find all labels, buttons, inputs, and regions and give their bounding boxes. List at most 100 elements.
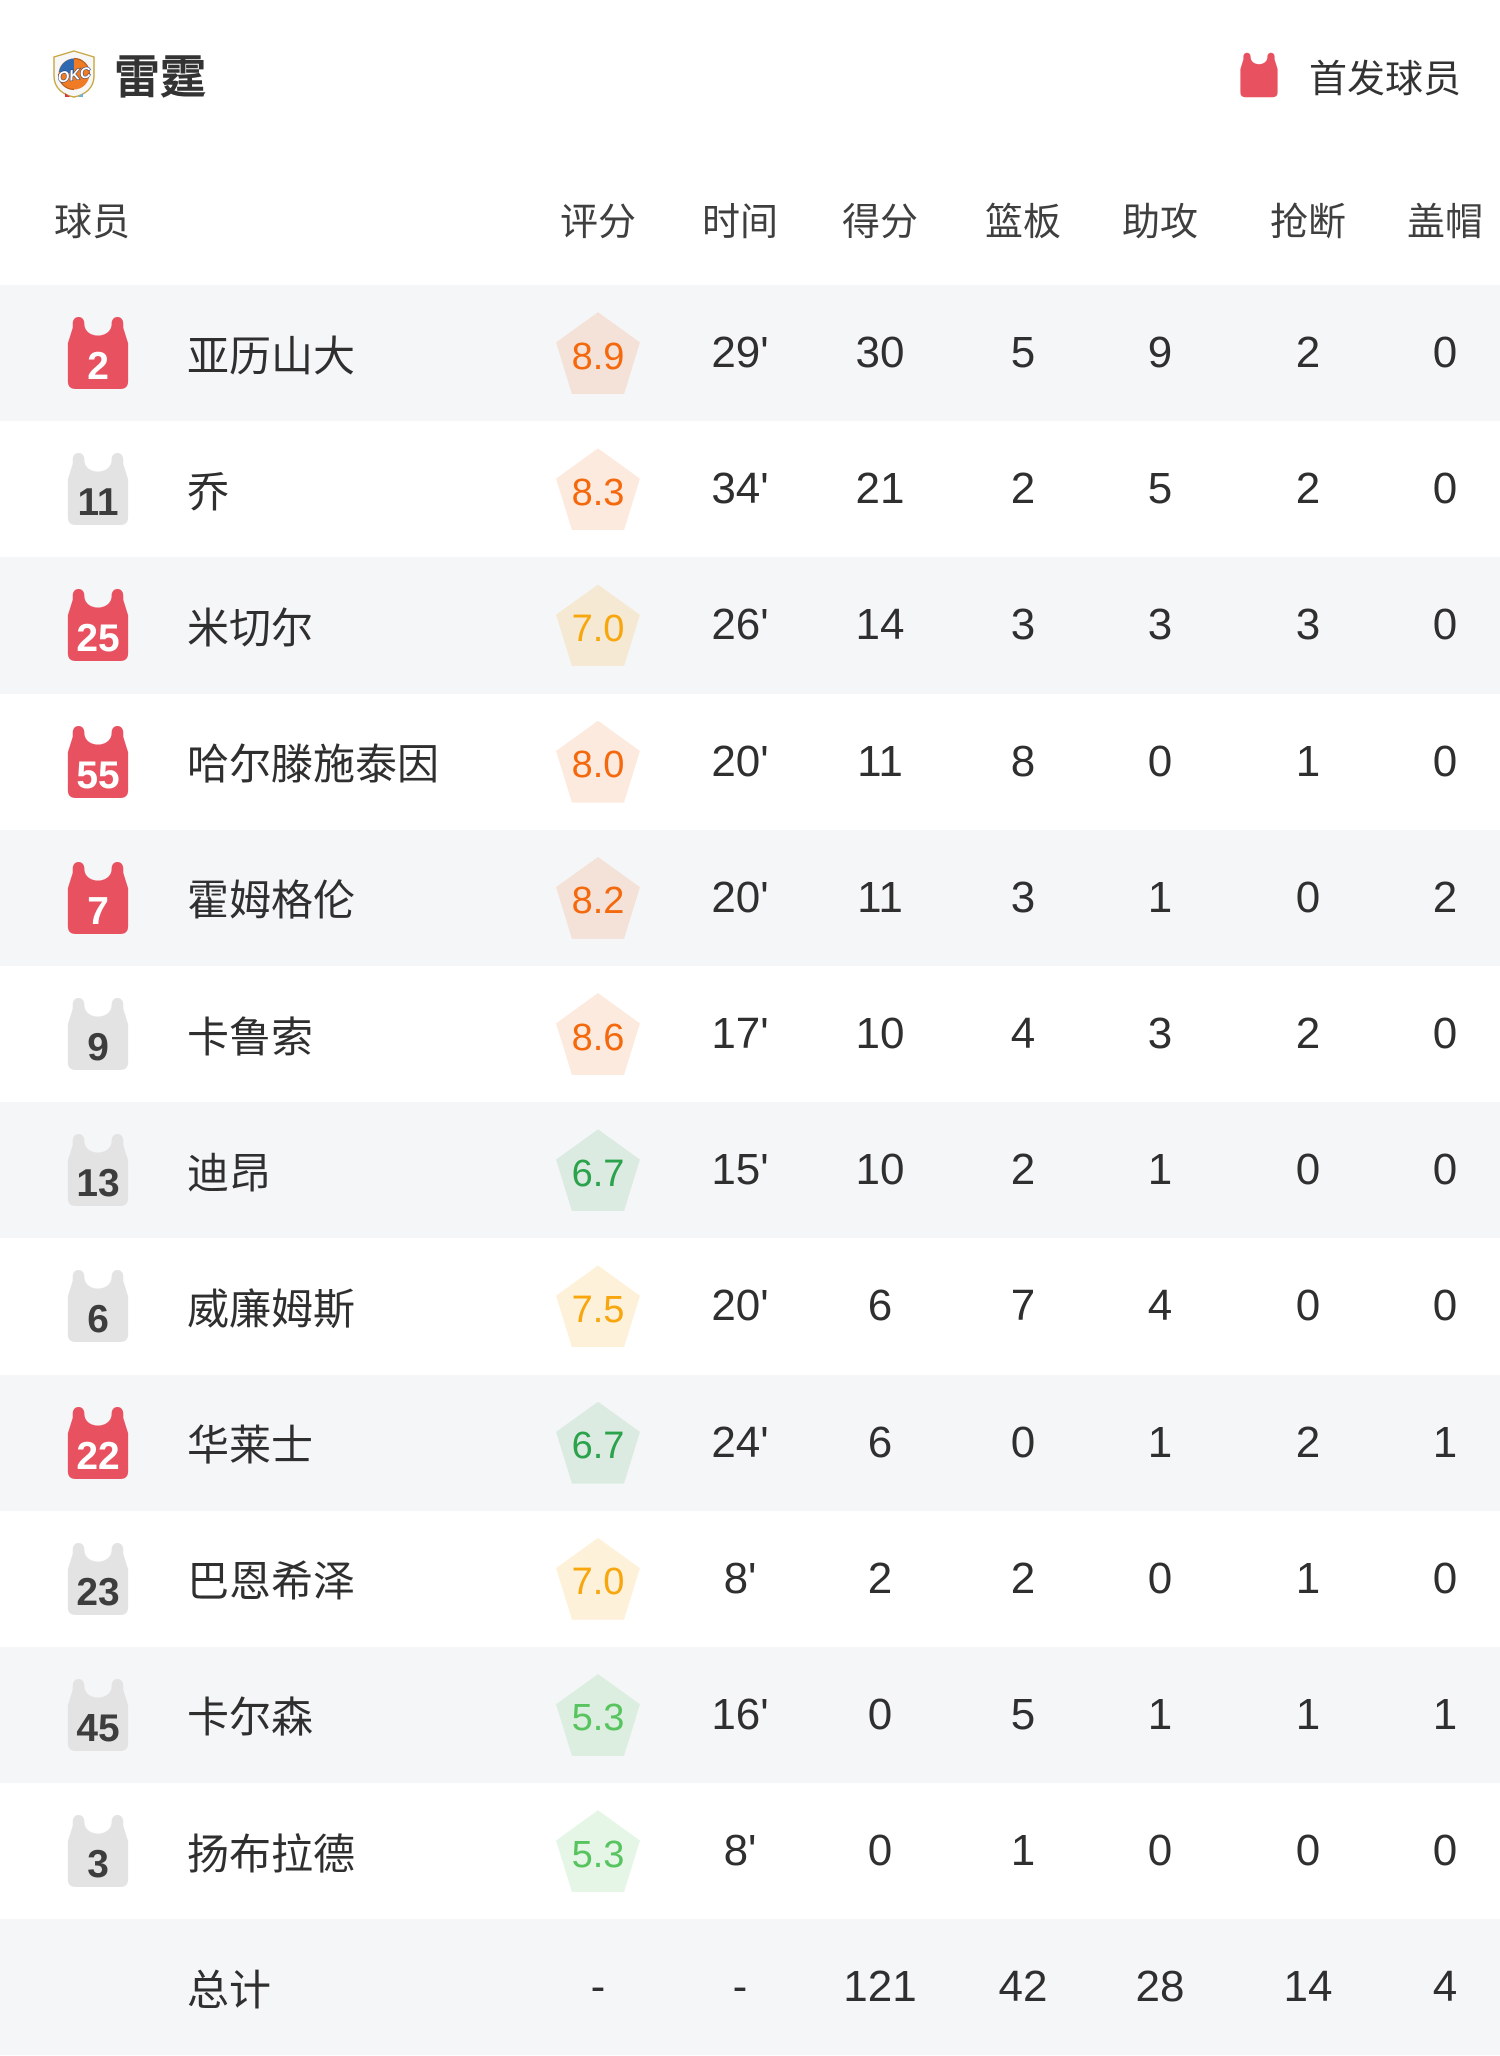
table-row[interactable]: 6 威廉姆斯 7.5 20' 6 7 4 0 0 <box>0 1238 1500 1375</box>
rating-value: 5.3 <box>571 1697 625 1740</box>
rating-badge: 8.3 <box>556 448 640 531</box>
svg-text:11: 11 <box>77 482 118 525</box>
steals-cell: 0 <box>1295 1145 1321 1195</box>
steals-cell: 2 <box>1295 328 1321 378</box>
table-row[interactable]: 7 霍姆格伦 8.2 20' 11 3 1 0 2 <box>0 829 1500 966</box>
blocks-cell: 0 <box>1432 1009 1458 1059</box>
blocks-cell: 0 <box>1432 736 1458 786</box>
assists-cell: 3 <box>1147 600 1173 650</box>
time-cell: 15' <box>711 1145 769 1195</box>
blocks-cell: 0 <box>1432 1145 1458 1195</box>
steals-cell: 0 <box>1295 872 1321 922</box>
steals-cell: 1 <box>1295 1553 1321 1603</box>
svg-text:25: 25 <box>76 618 119 661</box>
points-cell: 11 <box>857 736 903 786</box>
column-assists: 助攻 <box>1121 201 1198 244</box>
svg-text:6: 6 <box>87 1299 109 1342</box>
rebounds-cell: 2 <box>1010 1145 1036 1195</box>
rating-value: 7.0 <box>571 1561 625 1604</box>
points-cell: 10 <box>855 1145 905 1195</box>
time-cell: 17' <box>711 1009 769 1059</box>
player-name: 霍姆格伦 <box>187 877 356 925</box>
points-cell: 14 <box>855 600 905 650</box>
assists-cell: 0 <box>1147 1826 1173 1876</box>
svg-text:45: 45 <box>76 1707 119 1750</box>
steals-cell: 1 <box>1295 1689 1321 1739</box>
column-rating: 评分 <box>559 201 636 244</box>
total-row: 总计 - - 121 42 28 14 4 <box>0 1919 1500 2056</box>
jersey-icon: 25 <box>63 586 133 664</box>
rating-value: 6.7 <box>571 1425 625 1468</box>
player-name: 亚历山大 <box>187 332 356 380</box>
rating-badge: 8.2 <box>556 856 640 939</box>
svg-text:9: 9 <box>87 1026 109 1069</box>
table-row[interactable]: 25 米切尔 7.0 26' 14 3 3 3 0 <box>0 557 1500 694</box>
blocks-cell: 1 <box>1432 1689 1458 1739</box>
time-cell: 8' <box>723 1553 757 1603</box>
steals-cell: 2 <box>1295 1009 1321 1059</box>
rebounds-cell: 0 <box>1010 1417 1036 1467</box>
rating-value: 6.7 <box>571 1152 625 1195</box>
rating-badge: 5.3 <box>556 1810 640 1893</box>
assists-cell: 0 <box>1147 1553 1173 1603</box>
rebounds-cell: 4 <box>1010 1009 1036 1059</box>
points-cell: 10 <box>855 1009 905 1059</box>
blocks-cell: 1 <box>1432 1417 1458 1467</box>
time-cell: 34' <box>711 464 769 514</box>
points-cell: 0 <box>867 1826 893 1876</box>
points-cell: 6 <box>867 1417 893 1467</box>
table-body: 2 亚历山大 8.9 29' 30 5 9 2 0 11 乔 8.3 <box>0 285 1500 2056</box>
time-cell: 20' <box>711 872 769 922</box>
column-player: 球员 <box>54 201 131 244</box>
rebounds-cell: 2 <box>1010 464 1036 514</box>
jersey-icon: 55 <box>63 723 133 801</box>
steals-cell: 0 <box>1295 1826 1321 1876</box>
rating-value: 8.6 <box>571 1016 625 1059</box>
starter-legend: 首发球员 <box>1237 50 1461 101</box>
svg-text:3: 3 <box>87 1843 109 1886</box>
total-rebounds-cell: 42 <box>998 1962 1048 2012</box>
rating-value: 8.3 <box>571 471 625 514</box>
total-assists-cell: 28 <box>1135 1962 1185 2012</box>
jersey-icon: 13 <box>63 1131 133 1209</box>
table-row[interactable]: 9 卡鲁索 8.6 17' 10 4 3 2 0 <box>0 965 1500 1103</box>
rating-value: 5.3 <box>571 1833 625 1876</box>
player-name: 巴恩希泽 <box>187 1558 356 1606</box>
points-cell: 0 <box>867 1689 893 1739</box>
assists-cell: 9 <box>1147 328 1173 378</box>
svg-text:23: 23 <box>76 1571 119 1614</box>
player-name: 威廉姆斯 <box>187 1285 356 1333</box>
jersey-icon: 9 <box>63 995 133 1073</box>
steals-cell: 1 <box>1295 736 1321 786</box>
jersey-icon: 23 <box>63 1540 133 1618</box>
time-cell: 20' <box>711 1281 769 1331</box>
total-points-cell: 121 <box>843 1962 917 2012</box>
svg-text:55: 55 <box>76 754 119 797</box>
assists-cell: 1 <box>1147 1417 1173 1467</box>
table-row[interactable]: 13 迪昂 6.7 15' 10 2 1 0 0 <box>0 1102 1500 1239</box>
time-cell: 20' <box>711 736 769 786</box>
jersey-icon: 6 <box>63 1267 133 1345</box>
steals-cell: 2 <box>1295 1417 1321 1467</box>
svg-text:22: 22 <box>76 1435 119 1478</box>
time-cell: 8' <box>723 1826 757 1876</box>
table-row[interactable]: 23 巴恩希泽 7.0 8' 2 2 0 1 0 <box>0 1510 1500 1647</box>
rebounds-cell: 7 <box>1010 1281 1036 1331</box>
player-name: 乔 <box>187 468 230 516</box>
time-cell: 26' <box>711 600 769 650</box>
assists-cell: 1 <box>1147 1689 1173 1739</box>
table-row[interactable]: 55 哈尔滕施泰因 8.0 20' 11 8 0 1 0 <box>0 693 1500 830</box>
table-row[interactable]: 2 亚历山大 8.9 29' 30 5 9 2 0 <box>0 285 1500 422</box>
table-row[interactable]: 3 扬布拉德 5.3 8' 0 1 0 0 0 <box>0 1783 1500 1920</box>
rating-value: 8.2 <box>571 880 625 923</box>
assists-cell: 3 <box>1147 1009 1173 1059</box>
table-row[interactable]: 45 卡尔森 5.3 16' 0 5 1 1 1 <box>0 1646 1500 1784</box>
player-name: 哈尔滕施泰因 <box>187 741 440 789</box>
table-row[interactable]: 22 华莱士 6.7 24' 6 0 1 2 1 <box>0 1374 1500 1511</box>
starter-jersey-icon <box>1240 52 1278 98</box>
table-row[interactable]: 11 乔 8.3 34' 21 2 5 2 0 <box>0 421 1500 558</box>
jersey-icon: 3 <box>63 1812 133 1890</box>
column-time: 时间 <box>701 201 778 244</box>
total-steals-cell: 14 <box>1283 1962 1333 2012</box>
